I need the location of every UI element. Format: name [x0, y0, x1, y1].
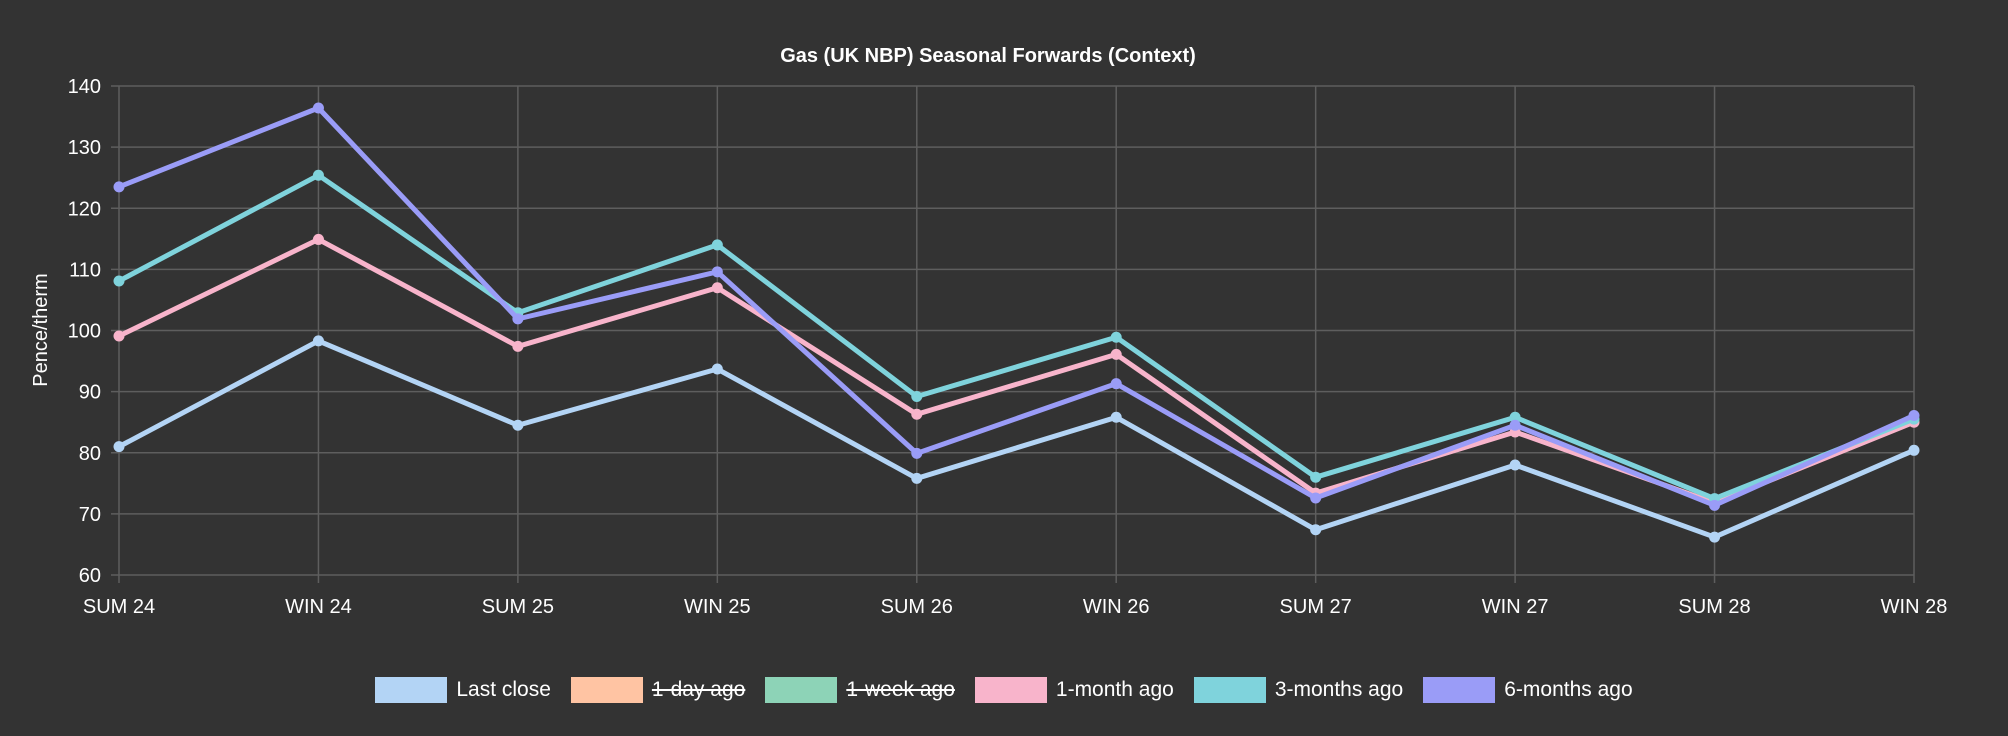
- data-point[interactable]: [1110, 348, 1122, 360]
- legend-item-1-month-ago[interactable]: 1-month ago: [974, 677, 1174, 703]
- y-tick-label: 60: [79, 565, 101, 587]
- legend-label: 1-month ago: [1055, 678, 1174, 701]
- legend-swatch: [974, 677, 1047, 703]
- data-point[interactable]: [1509, 459, 1521, 471]
- legend-swatch: [1193, 677, 1266, 703]
- data-point[interactable]: [911, 447, 923, 459]
- legend-label: 1-day ago: [651, 678, 746, 701]
- data-point[interactable]: [711, 282, 723, 294]
- legend-label: 6-months ago: [1504, 678, 1633, 701]
- y-axis-label: Pence/therm: [30, 273, 52, 386]
- data-point[interactable]: [711, 266, 723, 278]
- series-line: [118, 105, 1916, 509]
- legend: Last close 1-day ago 1-week ago 1-month ago…: [0, 672, 2008, 708]
- data-point[interactable]: [512, 419, 524, 431]
- legend-item-1-week-ago[interactable]: 1-week ago: [765, 677, 955, 703]
- series-lines: [113, 102, 1920, 543]
- data-point[interactable]: [1110, 378, 1122, 390]
- y-tick-label: 140: [68, 76, 101, 98]
- legend-swatch: [375, 677, 448, 703]
- x-tick-label: WIN 24: [285, 596, 352, 618]
- data-point[interactable]: [113, 330, 125, 342]
- data-point[interactable]: [911, 408, 923, 420]
- x-tick-label: SUM 27: [1280, 596, 1352, 618]
- data-point[interactable]: [113, 275, 125, 287]
- data-point[interactable]: [1908, 409, 1920, 421]
- y-tick-label: 80: [79, 443, 101, 465]
- data-point[interactable]: [1110, 411, 1122, 423]
- y-tick-label: 110: [69, 259, 101, 281]
- legend-item-6-months-ago[interactable]: 6-months ago: [1423, 677, 1633, 703]
- legend-label: 1-week ago: [846, 678, 955, 701]
- data-point[interactable]: [1709, 499, 1721, 511]
- series-last-close: [113, 335, 1920, 543]
- legend-swatch: [570, 677, 643, 703]
- y-tick-label: 90: [79, 382, 101, 404]
- data-point[interactable]: [1310, 524, 1322, 536]
- data-point[interactable]: [312, 335, 324, 347]
- data-point[interactable]: [312, 102, 324, 114]
- y-tick-label: 120: [68, 198, 101, 220]
- y-tick-label: 130: [68, 137, 101, 159]
- data-point[interactable]: [711, 239, 723, 251]
- legend-item-last-close[interactable]: Last close: [375, 677, 551, 703]
- data-point[interactable]: [512, 313, 524, 325]
- legend-item-1-day-ago[interactable]: 1-day ago: [570, 677, 746, 703]
- data-point[interactable]: [1908, 444, 1920, 456]
- x-axis-ticks: SUM 24 WIN 24 SUM 25 WIN 25 SUM 26 WIN 26 SUM …: [83, 596, 1947, 618]
- legend-swatch: [1423, 677, 1496, 703]
- x-tick-label: WIN 26: [1083, 596, 1150, 618]
- x-tick-label: SUM 25: [482, 596, 554, 618]
- legend-swatch: [765, 677, 838, 703]
- data-point[interactable]: [312, 169, 324, 181]
- chart-title: Gas (UK NBP) Seasonal Forwards (Context): [780, 45, 1196, 67]
- data-point[interactable]: [312, 233, 324, 245]
- legend-label: Last close: [456, 678, 551, 701]
- data-point[interactable]: [1509, 419, 1521, 431]
- legend-label: 3-months ago: [1274, 678, 1404, 701]
- x-tick-label: WIN 28: [1881, 596, 1948, 618]
- data-point[interactable]: [1310, 492, 1322, 504]
- x-tick-label: WIN 25: [684, 596, 751, 618]
- data-point[interactable]: [711, 363, 723, 375]
- y-axis-ticks: 60 70 80 90 100 110 120 130 140: [68, 76, 101, 587]
- data-point[interactable]: [911, 391, 923, 403]
- series-6-months-ago: [113, 102, 1920, 511]
- data-point[interactable]: [113, 441, 125, 453]
- data-point[interactable]: [113, 181, 125, 193]
- data-point[interactable]: [1709, 531, 1721, 543]
- series-line: [117, 172, 1915, 502]
- data-point[interactable]: [512, 340, 524, 352]
- x-tick-label: SUM 26: [881, 596, 953, 618]
- grid: [111, 85, 1915, 583]
- data-point[interactable]: [911, 472, 923, 484]
- data-point[interactable]: [1509, 411, 1521, 423]
- x-tick-label: SUM 28: [1678, 596, 1750, 618]
- series-3-months-ago: [113, 169, 1920, 505]
- legend-item-3-months-ago[interactable]: 3-months ago: [1193, 677, 1404, 703]
- series-line: [117, 338, 1915, 540]
- x-tick-label: WIN 27: [1482, 596, 1549, 618]
- y-tick-label: 100: [68, 321, 101, 343]
- y-tick-label: 70: [79, 504, 101, 526]
- x-tick-label: SUM 24: [83, 596, 155, 618]
- data-point[interactable]: [1110, 331, 1122, 343]
- data-point[interactable]: [1310, 471, 1322, 483]
